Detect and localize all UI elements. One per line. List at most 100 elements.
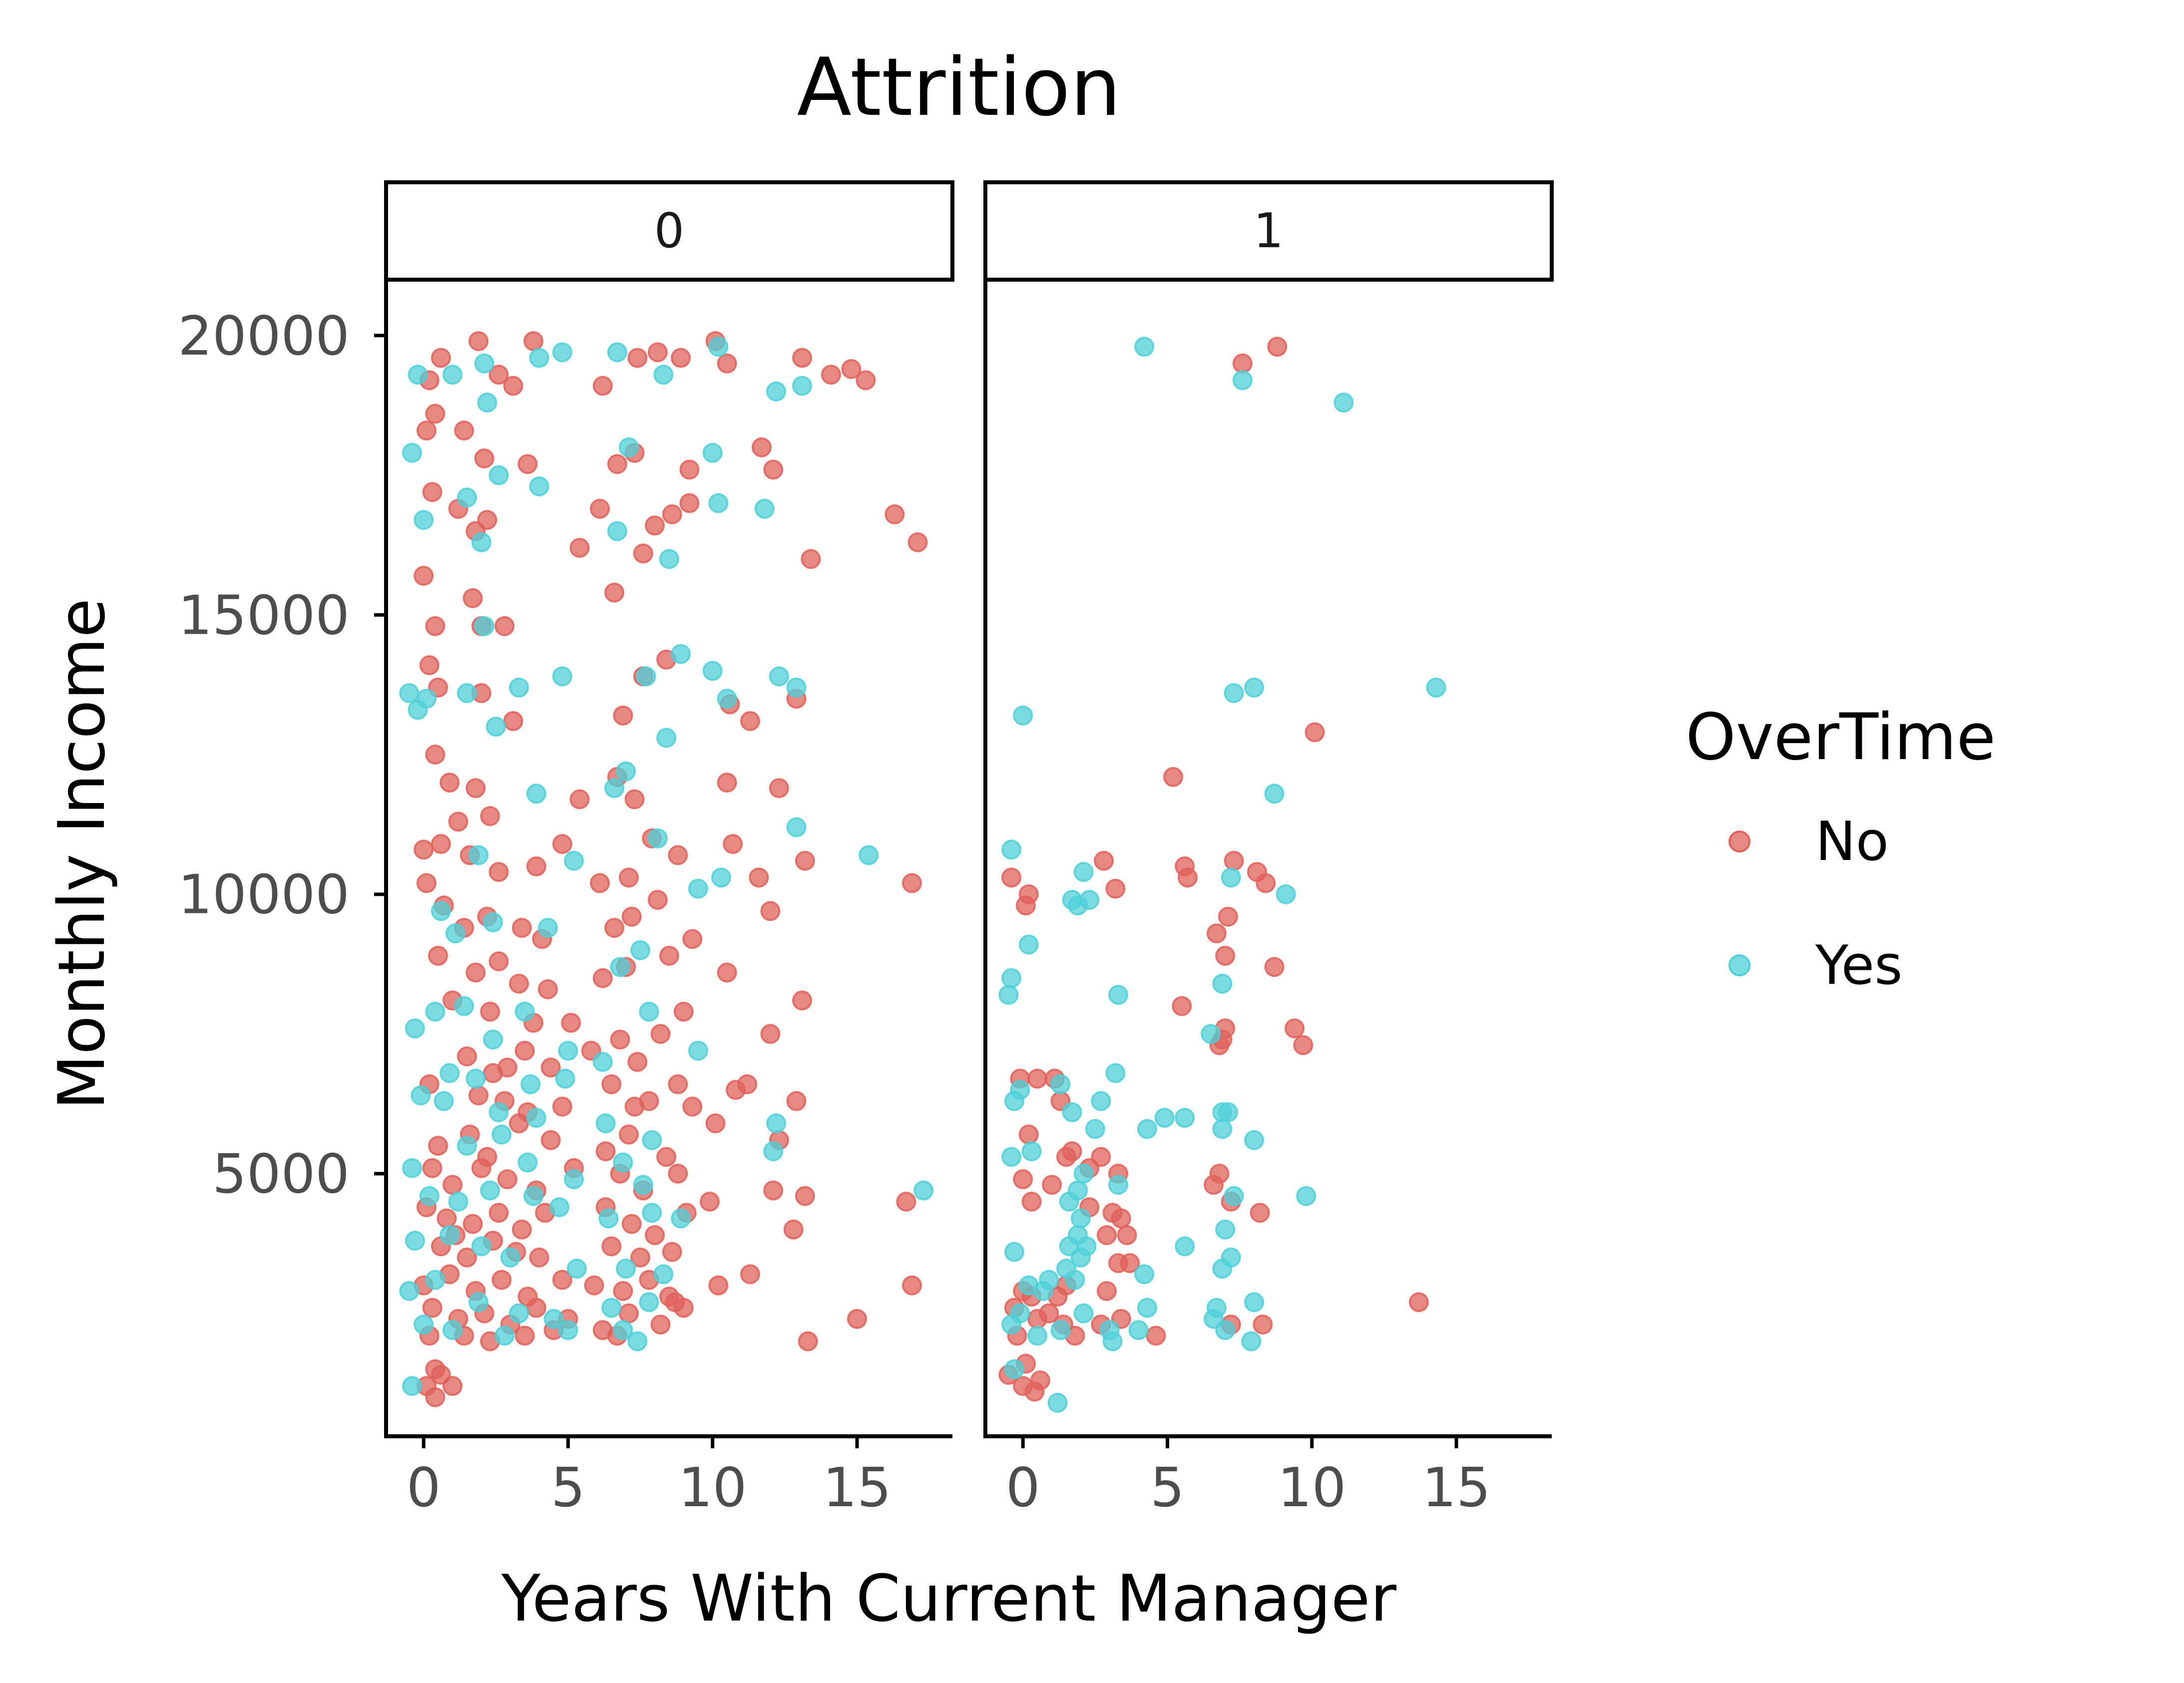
- point-yes-1-52: [1221, 1248, 1241, 1267]
- point-no-0-100: [480, 1001, 500, 1022]
- point-yes-0-98: [399, 1281, 420, 1301]
- point-no-0-95: [592, 968, 613, 988]
- point-no-0-105: [673, 1001, 694, 1022]
- point-no-0-83: [511, 917, 532, 938]
- point-no-0-8: [627, 348, 648, 368]
- point-no-0-203: [442, 1376, 463, 1396]
- point-no-0-4: [488, 365, 509, 385]
- point-no-0-110: [540, 1057, 561, 1078]
- point-no-1-59: [1146, 1325, 1166, 1346]
- point-yes-1-11: [1073, 862, 1094, 882]
- point-no-1-67: [1030, 1370, 1050, 1391]
- point-yes-1-62: [1102, 1331, 1123, 1351]
- x-tick-label-0-2: 10: [678, 1457, 747, 1519]
- point-yes-1-47: [1065, 1269, 1085, 1290]
- point-yes-0-108: [558, 1320, 578, 1340]
- point-no-0-103: [610, 1029, 630, 1050]
- point-no-0-41: [462, 588, 483, 608]
- point-yes-0-51: [610, 957, 630, 977]
- point-no-0-30: [569, 538, 590, 558]
- point-yes-1-71: [1047, 1392, 1068, 1413]
- point-no-0-89: [760, 901, 781, 921]
- point-no-0-78: [902, 873, 922, 893]
- point-no-1-10: [1178, 867, 1198, 888]
- point-no-0-175: [613, 1281, 633, 1301]
- point-yes-1-67: [1244, 1292, 1265, 1312]
- point-no-0-35: [679, 493, 700, 513]
- point-no-0-14: [821, 365, 841, 385]
- point-yes-0-77: [517, 1152, 538, 1173]
- point-no-0-10: [671, 348, 691, 368]
- point-no-0-87: [647, 889, 668, 910]
- point-no-0-156: [621, 1214, 642, 1234]
- point-yes-1-66: [1241, 1331, 1262, 1351]
- point-no-0-151: [462, 1214, 483, 1234]
- x-tick-label-1-0: 0: [1006, 1457, 1040, 1519]
- point-yes-1-68: [1001, 1314, 1022, 1335]
- point-yes-1-46: [1076, 1236, 1097, 1257]
- legend-key-yes: [1729, 954, 1750, 976]
- point-yes-0-100: [468, 1292, 489, 1312]
- point-no-0-153: [511, 1220, 532, 1240]
- point-no-0-74: [668, 845, 688, 865]
- point-yes-0-88: [598, 1208, 619, 1229]
- point-no-1-32: [1091, 1147, 1111, 1167]
- point-no-1-16: [1256, 873, 1276, 893]
- point-no-0-109: [514, 1041, 535, 1061]
- point-yes-0-82: [913, 1180, 934, 1201]
- point-yes-0-104: [639, 1292, 659, 1312]
- point-yes-0-102: [543, 1309, 564, 1329]
- point-yes-0-80: [633, 1175, 653, 1195]
- point-yes-0-92: [439, 1225, 460, 1246]
- point-no-0-17: [417, 421, 437, 441]
- facet-panel-0: 0 0 5 10 15: [384, 180, 954, 1519]
- point-yes-1-73: [1137, 1297, 1157, 1318]
- facet-points-1: [998, 337, 1446, 1413]
- point-no-1-25: [1027, 1068, 1048, 1089]
- point-yes-1-20: [1201, 1024, 1221, 1044]
- point-no-0-71: [590, 873, 610, 893]
- point-no-0-196: [514, 1325, 535, 1346]
- point-yes-0-99: [425, 1269, 445, 1290]
- point-yes-1-54: [1224, 1186, 1244, 1206]
- point-yes-1-22: [1010, 1080, 1030, 1100]
- point-yes-0-6: [653, 365, 674, 385]
- point-yes-1-16: [1001, 968, 1022, 988]
- point-no-0-181: [422, 1297, 442, 1318]
- point-yes-0-89: [642, 1203, 662, 1223]
- point-no-0-21: [607, 454, 627, 474]
- point-no-0-144: [668, 1164, 688, 1184]
- point-no-0-204: [497, 1057, 517, 1078]
- point-no-1-1: [1267, 337, 1288, 357]
- point-no-0-189: [650, 1314, 671, 1335]
- point-no-0-55: [425, 745, 445, 765]
- point-yes-0-65: [520, 1074, 541, 1095]
- point-no-1-21: [1285, 1018, 1305, 1039]
- point-yes-0-91: [405, 1231, 425, 1251]
- x-tick-label-0-3: 15: [823, 1457, 891, 1519]
- point-yes-0-93: [471, 1236, 491, 1257]
- point-yes-1-7: [1264, 784, 1285, 804]
- point-yes-0-85: [480, 1180, 500, 1201]
- legend-label-yes: Yes: [1815, 934, 1902, 997]
- point-no-0-129: [509, 1113, 529, 1134]
- point-yes-0-73: [766, 1113, 787, 1134]
- point-no-0-201: [425, 1387, 445, 1407]
- y-tick-label-0: 5000: [212, 1143, 350, 1206]
- point-yes-1-41: [1070, 1208, 1091, 1229]
- point-yes-0-75: [457, 1136, 477, 1156]
- point-no-0-69: [526, 856, 546, 876]
- point-yes-0-17: [457, 487, 477, 508]
- point-yes-0-83: [419, 1186, 439, 1206]
- point-yes-1-29: [1175, 1108, 1195, 1128]
- point-yes-0-111: [402, 1376, 423, 1396]
- point-yes-0-78: [564, 1169, 584, 1190]
- point-yes-0-107: [494, 1325, 515, 1346]
- point-yes-0-70: [526, 1108, 546, 1128]
- point-no-0-157: [645, 1225, 665, 1246]
- point-yes-0-48: [445, 923, 465, 943]
- point-no-0-66: [448, 812, 468, 832]
- point-no-0-75: [723, 834, 743, 854]
- point-yes-0-53: [688, 878, 708, 899]
- point-no-0-179: [740, 1264, 760, 1284]
